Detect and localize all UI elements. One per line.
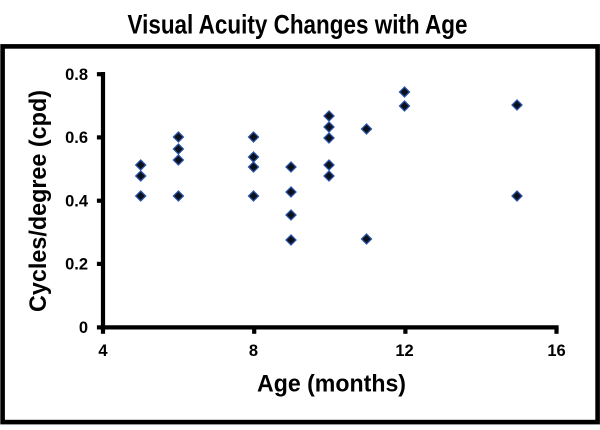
svg-text:4: 4 [98, 342, 108, 360]
svg-text:12: 12 [395, 342, 413, 360]
svg-text:0: 0 [79, 319, 88, 337]
svg-text:Visual Acuity Changes with Age: Visual Acuity Changes with Age [128, 10, 468, 40]
svg-text:Cycles/degree (cpd): Cycles/degree (cpd) [25, 90, 52, 312]
svg-text:0.8: 0.8 [65, 66, 88, 84]
svg-text:0.2: 0.2 [65, 256, 88, 274]
svg-text:0.4: 0.4 [65, 193, 89, 211]
svg-text:Age (months): Age (months) [257, 371, 406, 398]
svg-text:0.6: 0.6 [65, 129, 88, 147]
svg-text:16: 16 [547, 342, 565, 360]
svg-text:8: 8 [249, 342, 258, 360]
